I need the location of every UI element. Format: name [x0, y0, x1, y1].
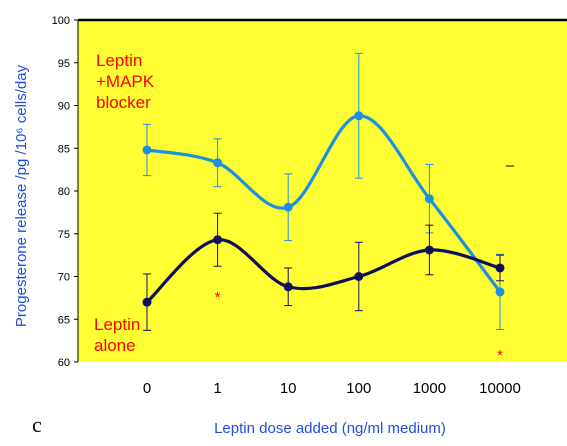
y-axis-title: Progesterone release /pg /10⁶ cells/day: [13, 64, 30, 327]
annotations: **: [215, 289, 503, 364]
series-label-line: blocker: [96, 93, 151, 112]
data-point: [213, 235, 223, 245]
series-labels: Leptin +MAPK blocker Leptin alone: [94, 51, 155, 355]
plot-area: [78, 20, 567, 362]
y-tick-label: 100: [52, 15, 70, 27]
data-point: [283, 282, 293, 292]
data-point: [283, 202, 293, 212]
significance-star: *: [497, 347, 503, 364]
x-axis-ticks: 0 1 10 100 1000 10000: [143, 380, 521, 397]
x-tick-label: 1000: [413, 380, 446, 397]
series-label-line: +MAPK: [96, 72, 155, 91]
series-label-line: alone: [94, 336, 136, 355]
y-tick-label: 65: [58, 314, 70, 326]
x-tick-label: 0: [143, 380, 151, 397]
y-tick-label: 95: [58, 58, 70, 70]
y-tick-label: 80: [58, 186, 70, 198]
x-tick-label: 100: [346, 380, 371, 397]
x-tick-label: 10000: [479, 380, 521, 397]
data-point: [495, 287, 505, 297]
data-point: [424, 245, 434, 255]
data-point: [354, 111, 364, 121]
data-point: [142, 297, 152, 307]
x-axis-title: Leptin dose added (ng/ml medium): [214, 420, 446, 437]
series-leptin-alone: [142, 212, 505, 331]
panel-label: c: [32, 412, 42, 437]
x-tick-label: 1: [213, 380, 221, 397]
data-point: [424, 194, 434, 204]
series-label-line: Leptin: [96, 51, 142, 70]
y-tick-label: 85: [58, 143, 70, 155]
y-tick-label: 70: [58, 272, 70, 284]
y-tick-label: 75: [58, 229, 70, 241]
data-point: [495, 263, 505, 273]
y-axis-ticks: 60 65 70 75 80 85 90 95 100: [52, 15, 79, 369]
series-mapk-blocker: [142, 52, 505, 331]
x-tick-label: 10: [280, 380, 297, 397]
series-label-line: Leptin: [94, 315, 140, 334]
y-tick-label: 60: [58, 357, 70, 369]
significance-star: *: [215, 289, 221, 306]
data-point: [142, 145, 152, 155]
series-layer: [142, 52, 514, 331]
data-point: [213, 158, 223, 168]
y-tick-label: 90: [58, 101, 70, 113]
data-point: [354, 272, 364, 281]
